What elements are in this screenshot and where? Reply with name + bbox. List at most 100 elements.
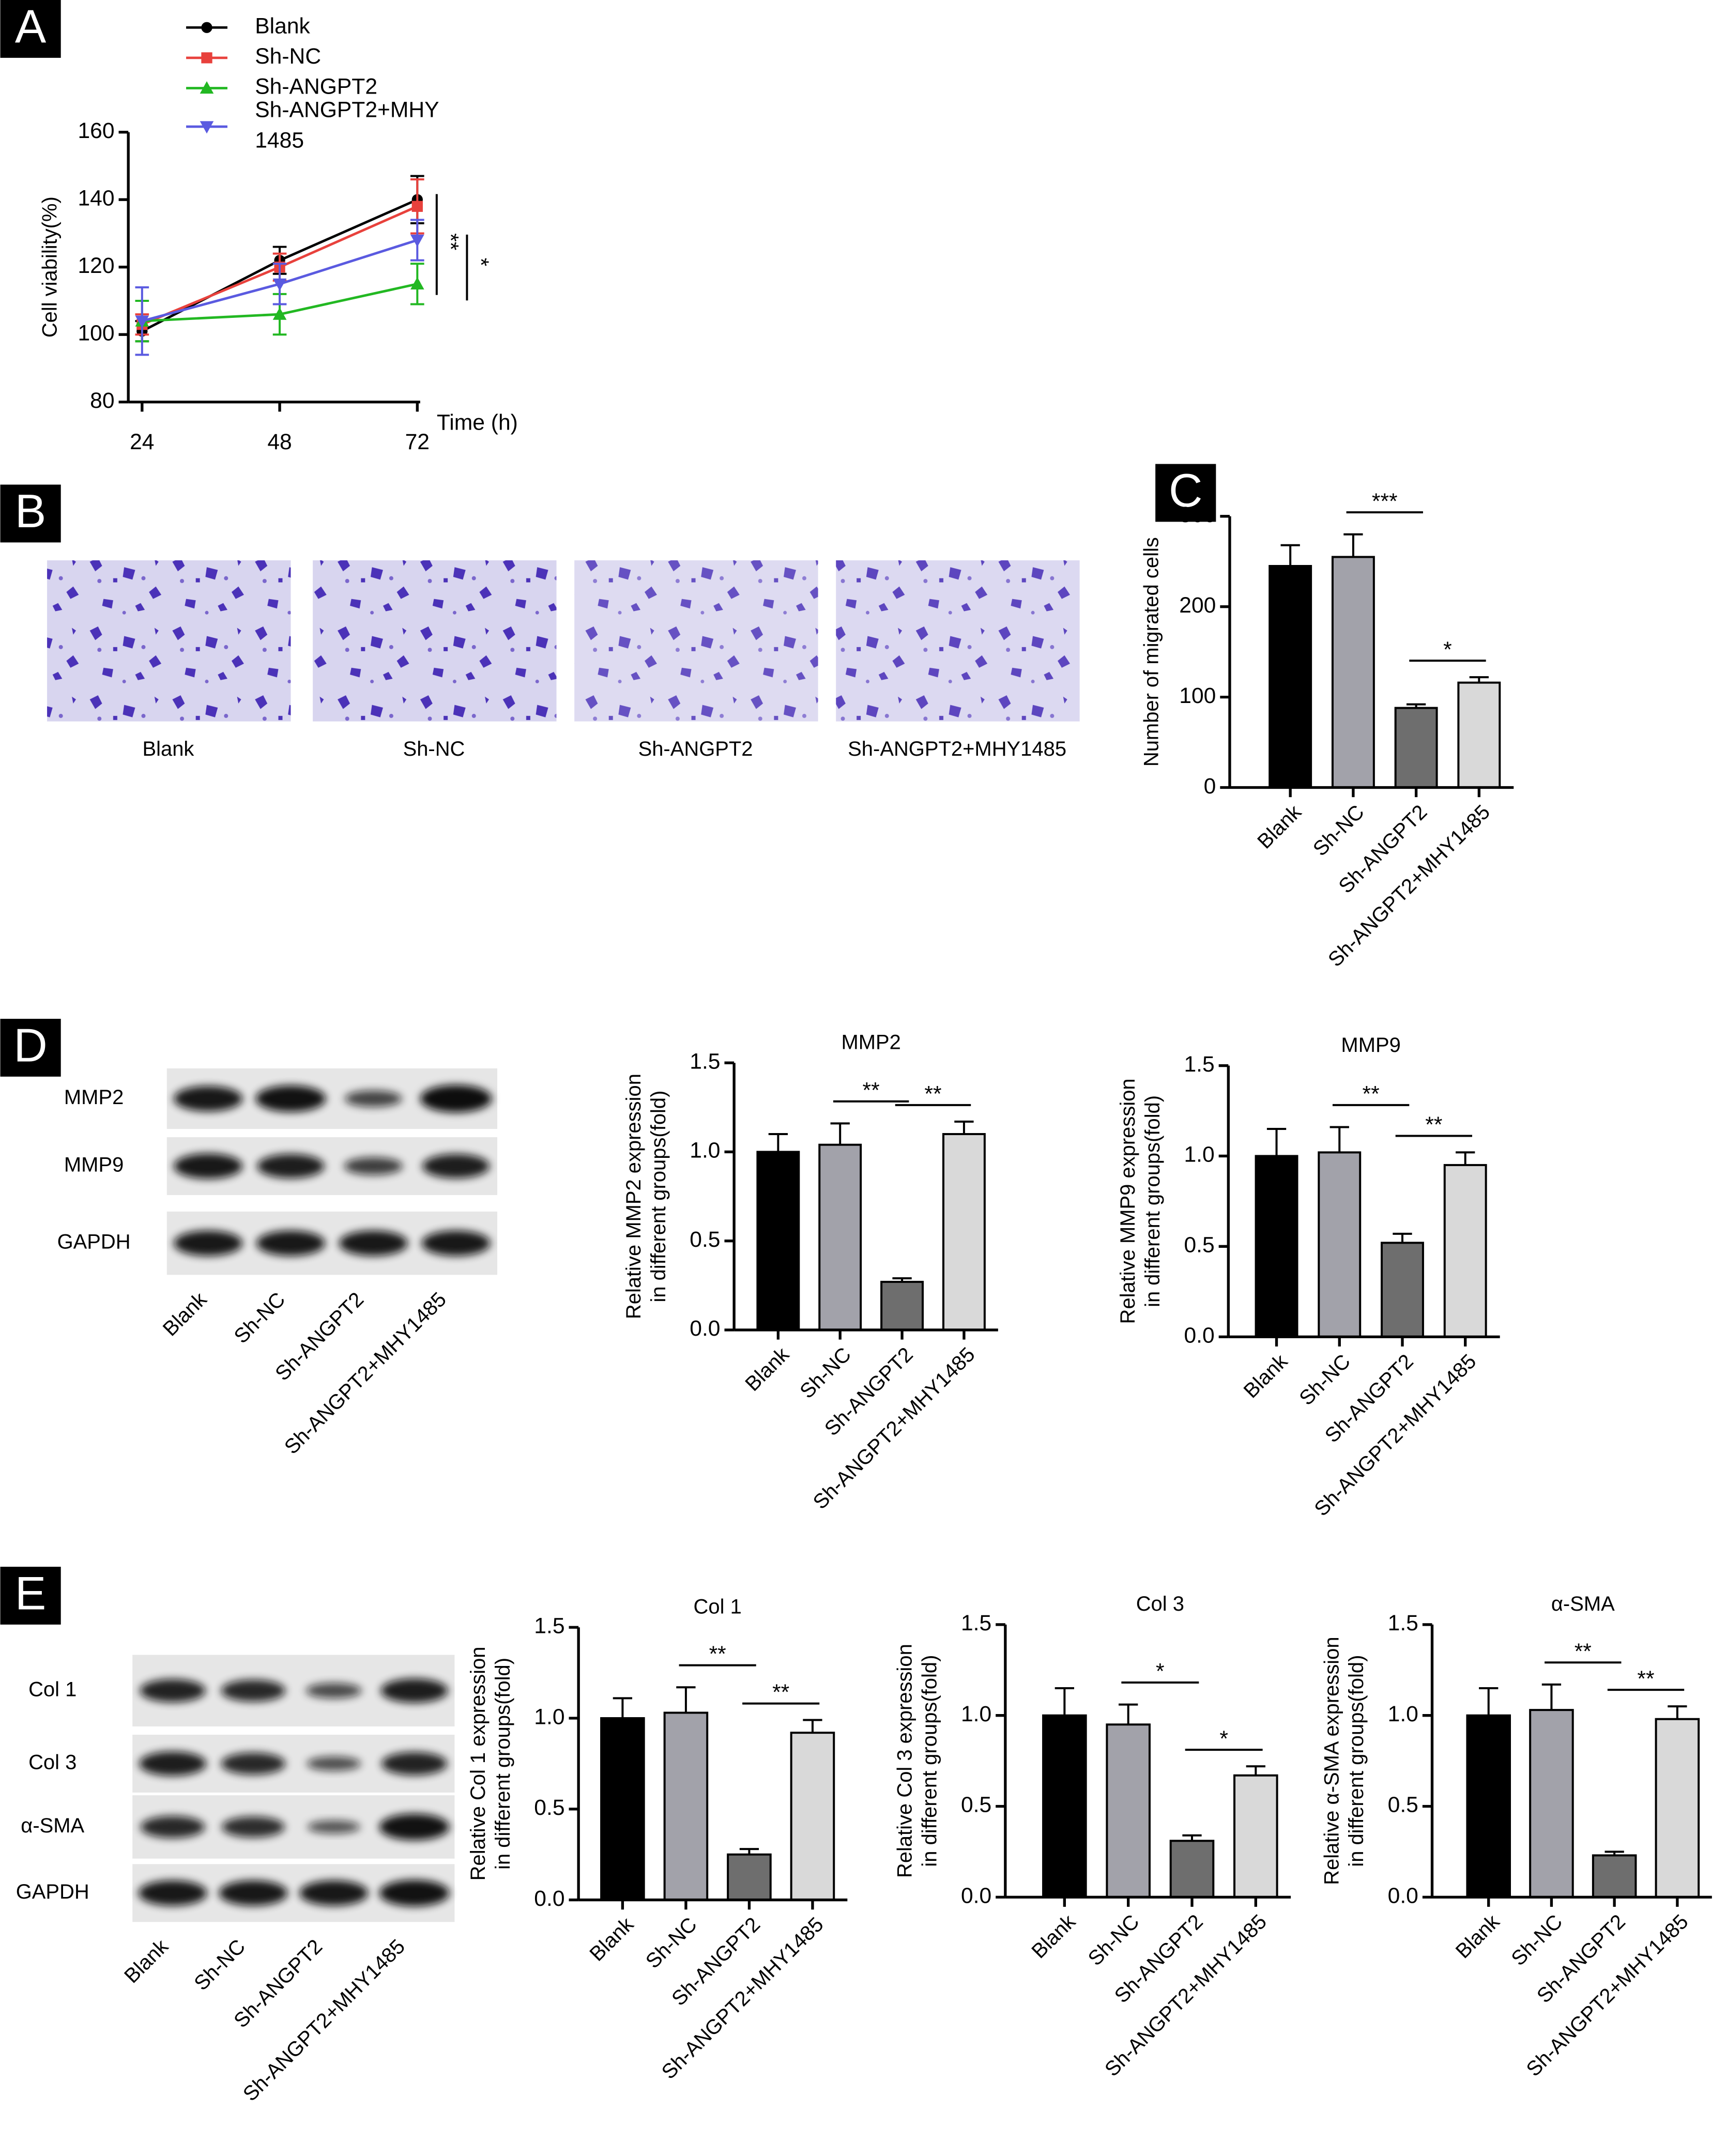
micrograph-caption: Sh-ANGPT2+MHY1485 [848, 738, 1066, 760]
y-tick-label: 200 [1179, 593, 1216, 618]
y-tick-label: 1.0 [690, 1138, 720, 1163]
bar [1381, 1242, 1424, 1338]
y-axis-label: in different groups(fold) [647, 1091, 670, 1303]
marker [272, 307, 287, 320]
x-tick-label: Blank [585, 1913, 638, 1965]
y-tick-label: 140 [78, 186, 114, 210]
sig-label: *** [1372, 489, 1398, 514]
micrograph [47, 560, 291, 722]
y-tick-label: 1.0 [1388, 1702, 1418, 1726]
bar [756, 1151, 800, 1331]
marker [411, 201, 423, 212]
panel-label-box [0, 484, 61, 543]
bar [1169, 1840, 1215, 1899]
y-tick-label: 1.0 [1184, 1142, 1214, 1167]
micrograph [836, 560, 1080, 722]
micrograph-caption: Sh-ANGPT2 [638, 738, 753, 760]
legend-label: Sh-ANGPT2 [255, 74, 377, 99]
micrograph-caption: Sh-NC [403, 738, 465, 760]
x-tick-label: Blank [1027, 1910, 1080, 1963]
bar [1268, 565, 1312, 789]
blot-band [339, 1230, 408, 1256]
legend-marker [201, 22, 212, 33]
blot-band [380, 1678, 448, 1703]
x-tick-label: Sh-NC [796, 1343, 855, 1403]
bar [1592, 1854, 1637, 1899]
y-tick-label: 1.5 [1184, 1052, 1214, 1077]
blot-band [221, 1816, 285, 1838]
panel-label-box [0, 1567, 61, 1625]
bar [790, 1732, 835, 1901]
blot-lane-label: Blank [120, 1935, 173, 1987]
y-tick-label: 1.5 [534, 1613, 564, 1638]
y-tick-label: 0.0 [690, 1316, 720, 1341]
y-axis-label: in different groups(fold) [492, 1658, 514, 1870]
blot-band [307, 1820, 360, 1834]
sig-label: ** [1637, 1666, 1654, 1691]
blot-band [174, 1230, 243, 1256]
y-axis-label: in different groups(fold) [1141, 1095, 1164, 1307]
panel-label: E [15, 1568, 46, 1620]
x-tick-label: Blank [1240, 1350, 1292, 1402]
y-tick-label: 0.0 [1184, 1323, 1214, 1348]
sig-label: * [1219, 1726, 1228, 1751]
blot-band [256, 1230, 325, 1256]
bar [663, 1711, 709, 1901]
blot-row-label: GAPDH [16, 1880, 89, 1903]
micrograph [313, 560, 557, 722]
panel-label-box [0, 1018, 61, 1077]
marker [410, 234, 424, 247]
y-tick-label: 0.5 [961, 1793, 991, 1817]
bar [942, 1133, 986, 1331]
legend-label-line: 1485 [255, 128, 304, 153]
y-axis-label: in different groups(fold) [919, 1655, 941, 1867]
blot-band [221, 1679, 286, 1702]
blot-band [307, 1756, 361, 1771]
bar [1331, 556, 1375, 789]
blot-band [344, 1157, 403, 1175]
bar [1457, 681, 1501, 789]
sig-label: * [468, 258, 493, 267]
y-axis-label: Relative Col 3 expression [894, 1644, 916, 1878]
blot-row-label: α-SMA [21, 1814, 84, 1837]
y-tick-label: 0.5 [1388, 1793, 1418, 1817]
x-tick-label: 24 [130, 430, 154, 454]
y-tick-label: 0 [1204, 774, 1216, 799]
marker [410, 277, 424, 289]
y-axis-label: Relative MMP9 expression [1117, 1078, 1139, 1324]
x-tick-label: 72 [405, 430, 430, 454]
y-axis-label: Number of migrated cells [1140, 537, 1163, 767]
x-tick-label: Blank [1451, 1910, 1504, 1963]
chart-title: MMP2 [841, 1031, 900, 1053]
y-tick-label: 120 [78, 253, 114, 278]
blot-band [344, 1090, 402, 1107]
x-tick-label: Sh-NC [641, 1913, 701, 1973]
y-tick-label: 0.5 [534, 1795, 564, 1820]
sig-label: ** [438, 233, 463, 250]
blot-band [379, 1879, 450, 1906]
x-tick-label: Blank [1253, 800, 1306, 853]
blot-band [299, 1880, 369, 1906]
sig-label: ** [709, 1642, 726, 1666]
bar [880, 1280, 924, 1331]
legend-label: Sh-NC [255, 44, 321, 69]
blot-band [257, 1154, 325, 1179]
legend-label: Sh-ANGPT2+MHY 1485 [255, 98, 439, 153]
y-tick-label: 0.5 [690, 1227, 720, 1252]
panel-label: A [15, 1, 47, 53]
blot-band [139, 1751, 207, 1776]
blot-band [174, 1153, 243, 1179]
legend-label: Blank [255, 14, 310, 39]
y-tick-label: 80 [90, 388, 114, 413]
y-tick-label: 1.5 [1388, 1611, 1418, 1635]
chart-title: α-SMA [1551, 1593, 1615, 1615]
x-tick-label: 48 [267, 430, 292, 454]
blot-lane-label: Blank [159, 1288, 211, 1340]
blot-band [421, 1230, 491, 1256]
sig-label: ** [924, 1082, 941, 1107]
bar [727, 1853, 772, 1901]
blot-lane-label: Sh-ANGPT2+MHY1485 [239, 1935, 409, 2106]
blot-row-label: MMP9 [64, 1154, 124, 1176]
x-tick-label: Sh-NC [1295, 1350, 1355, 1410]
